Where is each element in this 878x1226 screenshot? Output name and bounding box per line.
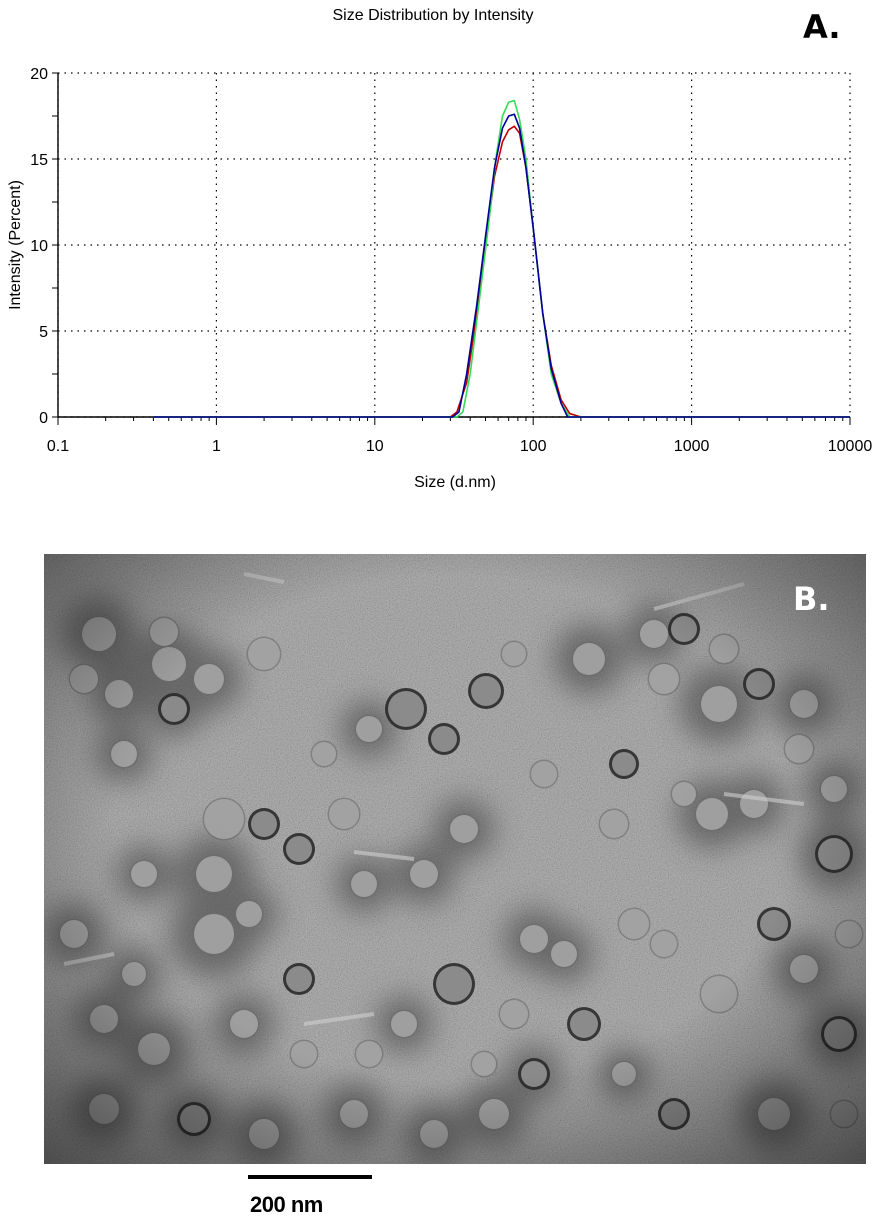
tem-micrograph [44, 554, 866, 1164]
chart-axes [52, 72, 851, 425]
y-tick-label: 10 [30, 238, 48, 255]
chart-ticks: 0.1 1 10 100 1000 10000 0 5 10 15 20 [30, 66, 872, 455]
series-line-1 [153, 125, 850, 418]
chart-grid [57, 72, 851, 418]
size-distribution-chart: 0.1 1 10 100 1000 10000 0 5 10 15 20 Size Distribu… [7, 7, 872, 491]
panel-b-label: B. [793, 580, 830, 618]
series-line-2 [153, 99, 850, 418]
chart-title: Size Distribution by Intensity [333, 7, 534, 24]
x-tick-label: 1000 [674, 438, 710, 455]
y-tick-label: 15 [30, 152, 48, 169]
chart-series [153, 99, 850, 418]
x-tick-label: 0.1 [47, 438, 69, 455]
x-axis-label: Size (d.nm) [414, 474, 496, 491]
y-axis-label: Intensity (Percent) [7, 180, 24, 310]
scale-bar [248, 1175, 372, 1179]
x-tick-label: 1 [212, 438, 221, 455]
x-tick-label: 10 [366, 438, 384, 455]
panel-a-label: A. [803, 8, 841, 46]
scale-bar-label: 200 nm [250, 1192, 323, 1217]
series-line-3 [153, 113, 850, 418]
y-tick-label: 0 [39, 410, 48, 427]
y-tick-label: 5 [39, 324, 48, 341]
x-tick-label: 10000 [828, 438, 873, 455]
y-tick-label: 20 [30, 66, 48, 83]
tem-image [44, 554, 866, 1164]
x-tick-label: 100 [520, 438, 547, 455]
